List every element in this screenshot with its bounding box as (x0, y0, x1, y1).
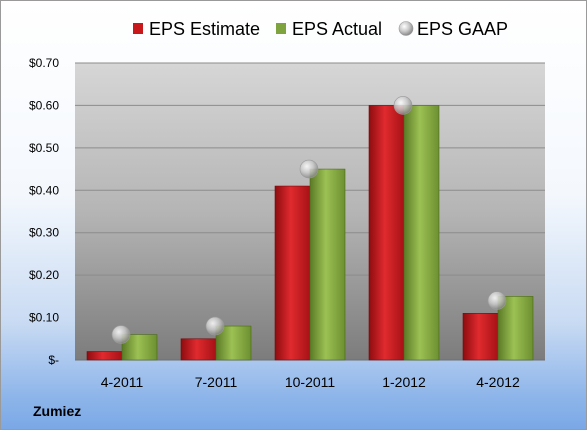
bar-eps-actual (403, 105, 440, 361)
bar-eps-estimate (368, 105, 405, 361)
x-tick-label: 4-2011 (101, 374, 144, 390)
x-tick-label: 4-2012 (476, 374, 520, 390)
gaap-markers (111, 96, 507, 344)
company-label: Zumiez (33, 403, 82, 419)
legend-label: EPS Actual (292, 19, 382, 39)
y-tick-label: $0.30 (29, 226, 59, 240)
y-tick-label: $0.60 (29, 98, 59, 112)
legend-label: EPS GAAP (417, 19, 508, 39)
y-tick-label: $0.20 (29, 268, 59, 282)
legend-swatch (398, 21, 414, 36)
legend-label: EPS Estimate (149, 19, 260, 39)
y-tick-label: $0.10 (29, 311, 59, 325)
bar-eps-estimate (462, 313, 499, 361)
y-tick-label: $0.50 (29, 141, 59, 155)
axes: $- $0.10 $0.20 $0.30 $0.40 $0.50 $0.60 $0.70 4-2… (29, 56, 520, 390)
x-tick-label: 7-2011 (195, 374, 238, 390)
bar-eps-estimate (180, 338, 217, 361)
marker-eps-gaap (299, 159, 319, 179)
marker-eps-gaap (393, 96, 413, 115)
x-tick-label: 10-2011 (285, 374, 336, 390)
marker-eps-gaap (487, 291, 507, 310)
bar-eps-actual (309, 168, 346, 361)
legend-swatch (133, 23, 143, 34)
legend-swatch (276, 23, 286, 34)
bar-eps-estimate (86, 351, 123, 361)
marker-eps-gaap (111, 325, 131, 344)
y-tick-label: $0.40 (29, 183, 59, 197)
y-tick-label: $0.70 (29, 56, 59, 70)
y-tick-label: $- (48, 353, 59, 367)
x-tick-label: 1-2012 (382, 374, 426, 390)
marker-eps-gaap (205, 316, 225, 336)
bar-eps-estimate (274, 185, 311, 361)
legend: EPS Estimate EPS Actual EPS GAAP (133, 19, 508, 39)
bar-eps-actual (497, 296, 534, 361)
bars (86, 105, 534, 361)
